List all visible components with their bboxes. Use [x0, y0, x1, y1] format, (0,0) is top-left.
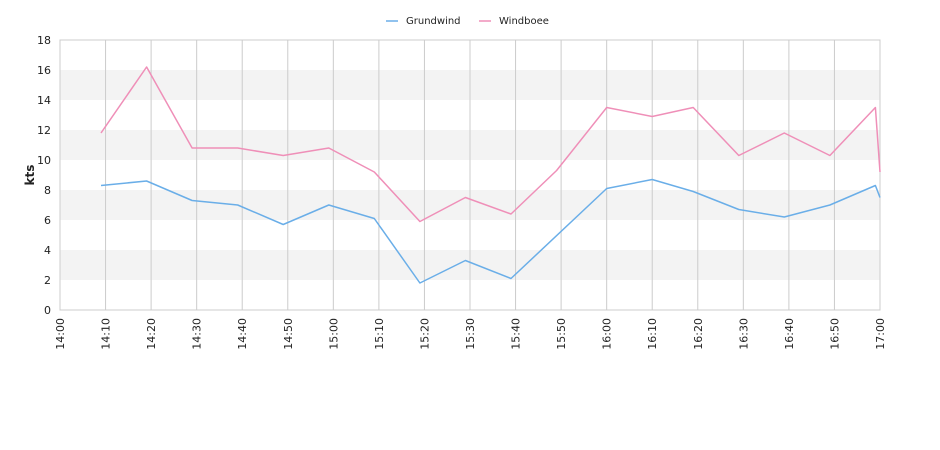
x-tick-label: 15:30 [464, 318, 477, 350]
y-tick-label: 6 [44, 214, 51, 227]
x-tick-label: 16:10 [646, 318, 659, 350]
y-tick-label: 4 [44, 244, 51, 257]
x-tick-label: 15:40 [510, 318, 523, 350]
legend-label: Grundwind [406, 16, 461, 27]
x-tick-label: 14:50 [282, 318, 295, 350]
series-lines [100, 66, 881, 284]
x-axis-ticks: 14:00 14:10 14:20 14:30 14:40 14:50 15:00 15:10… [54, 318, 887, 350]
y-tick-label: 10 [37, 154, 51, 167]
x-tick-label: 15:10 [373, 318, 386, 350]
x-tick-label: 14:40 [236, 318, 249, 350]
y-tick-label: 18 [37, 34, 51, 47]
legend: Grundwind Windboee [386, 16, 549, 27]
y-tick-label: 8 [44, 184, 51, 197]
y-tick-label: 16 [37, 64, 51, 77]
x-tick-label: 14:00 [54, 318, 67, 350]
x-tick-label: 15:50 [555, 318, 568, 350]
x-tick-label: 16:30 [737, 318, 750, 350]
x-tick-label: 14:20 [145, 318, 158, 350]
x-tick-label: 17:00 [874, 318, 887, 350]
y-axis-ticks: 0 2 4 6 8 10 12 14 16 18 [37, 34, 51, 317]
y-tick-label: 14 [37, 94, 51, 107]
plot-frame [59, 39, 881, 311]
y-axis-title: kts [23, 165, 37, 186]
x-tick-label: 16:00 [601, 318, 614, 350]
y-tick-label: 0 [44, 304, 51, 317]
y-tick-label: 2 [44, 274, 51, 287]
legend-label: Windboee [499, 16, 549, 27]
x-tick-label: 14:30 [191, 318, 204, 350]
x-tick-label: 15:00 [327, 318, 340, 350]
x-tick-label: 14:10 [100, 318, 113, 350]
x-tick-label: 16:20 [692, 318, 705, 350]
x-tick-label: 16:40 [783, 318, 796, 350]
y-tick-label: 12 [37, 124, 51, 137]
series-line-grundwind [100, 178, 881, 284]
x-tick-label: 16:50 [828, 318, 841, 350]
series-line-windboee [100, 66, 881, 223]
x-tick-label: 15:20 [418, 318, 431, 350]
